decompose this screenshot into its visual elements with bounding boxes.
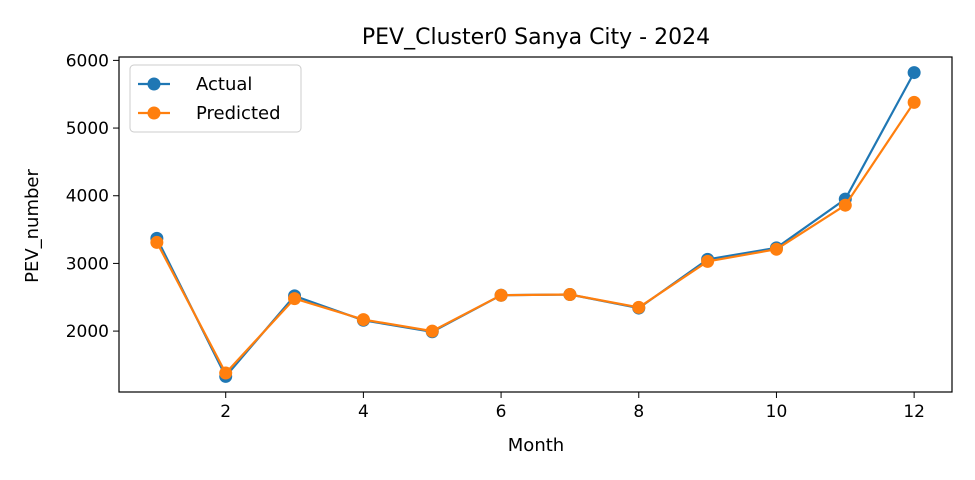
data-point-predicted — [563, 288, 577, 302]
series-line-predicted — [155, 101, 916, 375]
y-axis: 2000 3000 4000 5000 6000 — [66, 51, 119, 342]
x-tick-label: 10 — [766, 402, 788, 422]
data-point-predicted — [150, 235, 164, 249]
x-tick-label: 6 — [496, 402, 507, 422]
plot-frame — [118, 56, 953, 393]
x-tick-label: 2 — [220, 402, 231, 422]
data-point-predicted — [769, 242, 783, 256]
data-point-predicted — [288, 292, 302, 306]
y-tick-label: 2000 — [66, 322, 109, 342]
legend: Actual Predicted — [129, 64, 302, 133]
data-point-predicted — [632, 300, 646, 314]
x-axis-label: Month — [508, 435, 564, 456]
legend-swatch-marker — [147, 106, 161, 120]
data-point-predicted — [494, 288, 508, 302]
legend-label: Actual — [196, 74, 252, 95]
series-layer — [150, 66, 921, 383]
legend-label: Predicted — [196, 103, 281, 124]
data-point-predicted — [701, 254, 715, 268]
legend-swatch-marker — [147, 77, 161, 91]
x-axis: 2 4 6 8 10 12 — [220, 392, 925, 422]
data-point-predicted — [838, 198, 852, 212]
y-tick-label: 6000 — [66, 51, 109, 71]
y-tick-label: 3000 — [66, 254, 109, 274]
x-tick-label: 12 — [903, 402, 925, 422]
legend-box — [129, 64, 302, 133]
data-point-predicted — [907, 95, 921, 109]
y-axis-label: PEV_number — [22, 169, 43, 283]
x-tick-label: 8 — [633, 402, 644, 422]
data-point-predicted — [219, 366, 233, 380]
chart-title: PEV_Cluster0 Sanya City - 2024 — [362, 25, 710, 50]
x-tick-label: 4 — [358, 402, 369, 422]
y-tick-label: 5000 — [66, 119, 109, 139]
data-point-predicted — [425, 324, 439, 338]
data-point-actual — [907, 66, 921, 80]
data-point-predicted — [356, 313, 370, 327]
y-tick-label: 4000 — [66, 187, 109, 207]
